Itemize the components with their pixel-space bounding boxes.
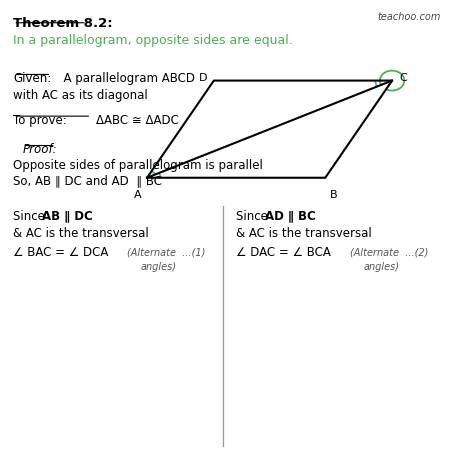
Text: ΔABC ≅ ΔADC: ΔABC ≅ ΔADC bbox=[96, 114, 179, 127]
Text: angles): angles) bbox=[363, 262, 399, 272]
Text: teachoo.com: teachoo.com bbox=[378, 12, 441, 22]
Text: B: B bbox=[329, 190, 337, 200]
Text: Given:: Given: bbox=[13, 72, 52, 85]
Text: & AC is the transversal: & AC is the transversal bbox=[236, 227, 372, 239]
Text: & AC is the transversal: & AC is the transversal bbox=[13, 227, 149, 239]
Text: ∠ DAC = ∠ BCA: ∠ DAC = ∠ BCA bbox=[236, 246, 331, 259]
Text: C: C bbox=[400, 73, 407, 83]
Text: So, AB ∥ DC and AD  ∥ BC: So, AB ∥ DC and AD ∥ BC bbox=[13, 174, 163, 187]
Text: (Alternate  ...(2): (Alternate ...(2) bbox=[350, 247, 428, 257]
Text: (Alternate  ...(1): (Alternate ...(1) bbox=[127, 247, 205, 257]
Text: Since: Since bbox=[236, 210, 272, 222]
Text: A: A bbox=[133, 190, 141, 200]
Text: Opposite sides of parallelogram is parallel: Opposite sides of parallelogram is paral… bbox=[13, 159, 263, 172]
Text: angles): angles) bbox=[140, 262, 176, 272]
Text: with AC as its diagonal: with AC as its diagonal bbox=[13, 89, 148, 102]
Text: Theorem 8.2:: Theorem 8.2: bbox=[13, 17, 113, 29]
Text: A parallelogram ABCD: A parallelogram ABCD bbox=[56, 72, 195, 85]
Text: Since: Since bbox=[13, 210, 49, 222]
Text: D: D bbox=[199, 73, 207, 83]
Text: To prove:: To prove: bbox=[13, 114, 67, 127]
Text: ∠ BAC = ∠ DCA: ∠ BAC = ∠ DCA bbox=[13, 246, 109, 259]
Text: Proof:: Proof: bbox=[22, 143, 57, 156]
Text: In a parallelogram, opposite sides are equal.: In a parallelogram, opposite sides are e… bbox=[13, 34, 293, 47]
Text: AD ∥ BC: AD ∥ BC bbox=[265, 210, 316, 222]
Text: AB ∥ DC: AB ∥ DC bbox=[42, 210, 93, 222]
